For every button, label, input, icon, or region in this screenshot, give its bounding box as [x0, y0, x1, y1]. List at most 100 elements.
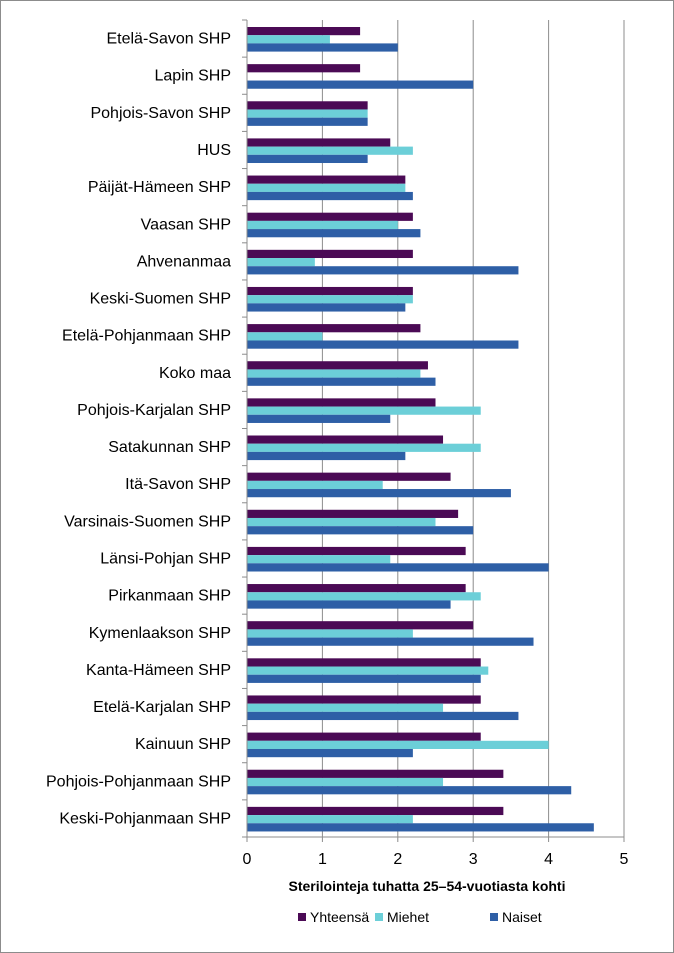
legend: Yhteensä Miehet Naiset	[298, 909, 542, 925]
bar-naiset-15	[247, 600, 451, 609]
bar-naiset-11	[247, 451, 406, 461]
bar-miehet-14	[247, 555, 391, 564]
bar-yhteensä-0	[247, 27, 361, 36]
category-label: Keski-Suomen SHP	[90, 291, 231, 308]
bar-naiset-8	[247, 340, 519, 349]
bar-naiset-9	[247, 377, 436, 386]
category-label: Itä-Savon SHP	[125, 476, 231, 493]
x-tick-label: 2	[393, 851, 402, 868]
category-label: Pohjois-Karjalan SHP	[77, 402, 231, 419]
bar-miehet-4	[247, 183, 406, 192]
bar-yhteensä-14	[247, 546, 466, 556]
category-label: Länsi-Pohjan SHP	[100, 550, 231, 567]
bar-miehet-11	[247, 443, 481, 452]
bar-yhteensä-17	[247, 658, 481, 667]
legend-label-naiset: Naiset	[502, 909, 542, 925]
bar-yhteensä-7	[247, 286, 413, 296]
bar-miehet-20	[247, 777, 444, 787]
bar-yhteensä-13	[247, 509, 459, 518]
bar-miehet-10	[247, 406, 481, 415]
bar-miehet-12	[247, 480, 383, 490]
bar-yhteensä-4	[247, 175, 406, 184]
bar-miehet-16	[247, 629, 413, 638]
legend-label-yhteensä: Yhteensä	[310, 909, 369, 925]
category-label: Vaasan SHP	[141, 216, 231, 233]
bar-miehet-2	[247, 109, 368, 118]
category-label: Keski-Pohjanmaan SHP	[59, 810, 231, 827]
bar-miehet-17	[247, 666, 489, 675]
x-axis-title: Sterilointeja tuhatta 25–54-vuotiasta ko…	[289, 878, 566, 894]
bar-naiset-19	[247, 748, 413, 758]
bar-yhteensä-5	[247, 212, 413, 221]
bar-yhteensä-18	[247, 695, 481, 704]
bars	[247, 27, 594, 832]
bar-miehet-19	[247, 740, 549, 749]
bar-yhteensä-10	[247, 398, 436, 407]
category-label: Varsinais-Suomen SHP	[64, 513, 231, 530]
legend-swatch-naiset	[490, 913, 498, 921]
x-tick-label: 4	[544, 851, 553, 868]
bar-yhteensä-1	[247, 64, 361, 73]
category-labels: Etelä-Savon SHP Lapin SHP Pohjois-Savon SH…	[46, 31, 231, 828]
bar-yhteensä-11	[247, 435, 444, 444]
bar-yhteensä-3	[247, 138, 391, 147]
axes	[242, 19, 625, 842]
category-label: Koko maa	[159, 365, 231, 382]
bar-miehet-9	[247, 369, 421, 378]
category-label: Pohjois-Savon SHP	[90, 105, 231, 122]
category-label: Kymenlaakson SHP	[89, 625, 231, 642]
bar-yhteensä-19	[247, 732, 481, 741]
bar-miehet-6	[247, 258, 315, 267]
bar-yhteensä-8	[247, 324, 421, 333]
bar-naiset-5	[247, 229, 421, 238]
category-label: Kainuun SHP	[135, 736, 231, 753]
bar-yhteensä-20	[247, 769, 504, 778]
bar-naiset-4	[247, 191, 413, 201]
bar-miehet-5	[247, 220, 398, 230]
x-tick-label: 1	[318, 851, 327, 868]
bar-naiset-7	[247, 303, 406, 312]
category-label: Päijät-Hämeen SHP	[88, 179, 231, 196]
bar-naiset-3	[247, 154, 368, 164]
category-label: Ahvenanmaa	[137, 253, 231, 270]
category-label: Pohjois-Pohjanmaan SHP	[46, 773, 231, 790]
category-label: Etelä-Pohjanmaan SHP	[62, 328, 231, 345]
x-tick-labels: 0 1 2 3 4 5	[243, 851, 629, 868]
bar-naiset-0	[247, 43, 398, 52]
bar-naiset-21	[247, 823, 594, 832]
category-label: Satakunnan SHP	[108, 439, 231, 456]
bar-yhteensä-15	[247, 584, 466, 593]
bar-naiset-17	[247, 674, 481, 683]
legend-swatch-yhteensä	[298, 913, 306, 921]
bar-naiset-20	[247, 786, 572, 795]
bar-naiset-13	[247, 526, 474, 535]
bar-naiset-6	[247, 266, 519, 275]
bar-miehet-7	[247, 295, 413, 304]
bar-yhteensä-6	[247, 249, 413, 259]
bar-naiset-10	[247, 414, 391, 423]
legend-label-miehet: Miehet	[387, 909, 429, 925]
category-label: Kanta-Hämeen SHP	[86, 662, 231, 679]
bar-naiset-14	[247, 563, 549, 572]
x-tick-label: 3	[469, 851, 478, 868]
bar-miehet-8	[247, 332, 323, 341]
bar-yhteensä-16	[247, 621, 474, 630]
category-label: Etelä-Savon SHP	[106, 31, 231, 48]
bar-miehet-15	[247, 592, 481, 601]
bar-naiset-1	[247, 80, 474, 89]
bar-miehet-18	[247, 703, 444, 712]
bar-miehet-0	[247, 35, 330, 44]
bar-yhteensä-21	[247, 806, 504, 816]
bar-naiset-18	[247, 711, 519, 721]
bar-naiset-16	[247, 637, 534, 646]
category-label: HUS	[197, 142, 231, 159]
x-tick-label: 0	[243, 851, 252, 868]
category-label: Etelä-Karjalan SHP	[93, 699, 231, 716]
category-label: Pirkanmaan SHP	[108, 588, 231, 605]
bar-miehet-13	[247, 517, 436, 527]
legend-swatch-miehet	[375, 913, 383, 921]
bar-naiset-12	[247, 489, 511, 498]
bar-naiset-2	[247, 117, 368, 126]
category-label: Lapin SHP	[155, 68, 232, 85]
